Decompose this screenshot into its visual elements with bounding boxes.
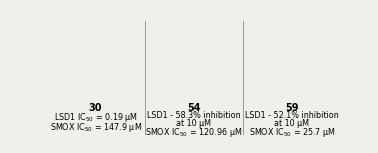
- Text: LSD1 IC$_{50}$ = 0.19 μM: LSD1 IC$_{50}$ = 0.19 μM: [54, 111, 138, 124]
- Text: at 10 μM: at 10 μM: [176, 119, 211, 128]
- Text: at 10 μM: at 10 μM: [274, 119, 309, 128]
- Text: LSD1 - 52.1% inhibition: LSD1 - 52.1% inhibition: [245, 111, 339, 120]
- Text: SMOX IC$_{50}$ = 120.96 μM: SMOX IC$_{50}$ = 120.96 μM: [145, 126, 242, 139]
- Text: LSD1 - 58.3% inhibition: LSD1 - 58.3% inhibition: [147, 111, 240, 120]
- Text: SMOX IC$_{50}$ = 25.7 μM: SMOX IC$_{50}$ = 25.7 μM: [249, 126, 335, 139]
- Text: SMOX IC$_{50}$ = 147.9 μM: SMOX IC$_{50}$ = 147.9 μM: [50, 121, 142, 134]
- Text: 59: 59: [285, 103, 299, 113]
- Text: 30: 30: [89, 103, 102, 113]
- Text: 54: 54: [187, 103, 200, 113]
